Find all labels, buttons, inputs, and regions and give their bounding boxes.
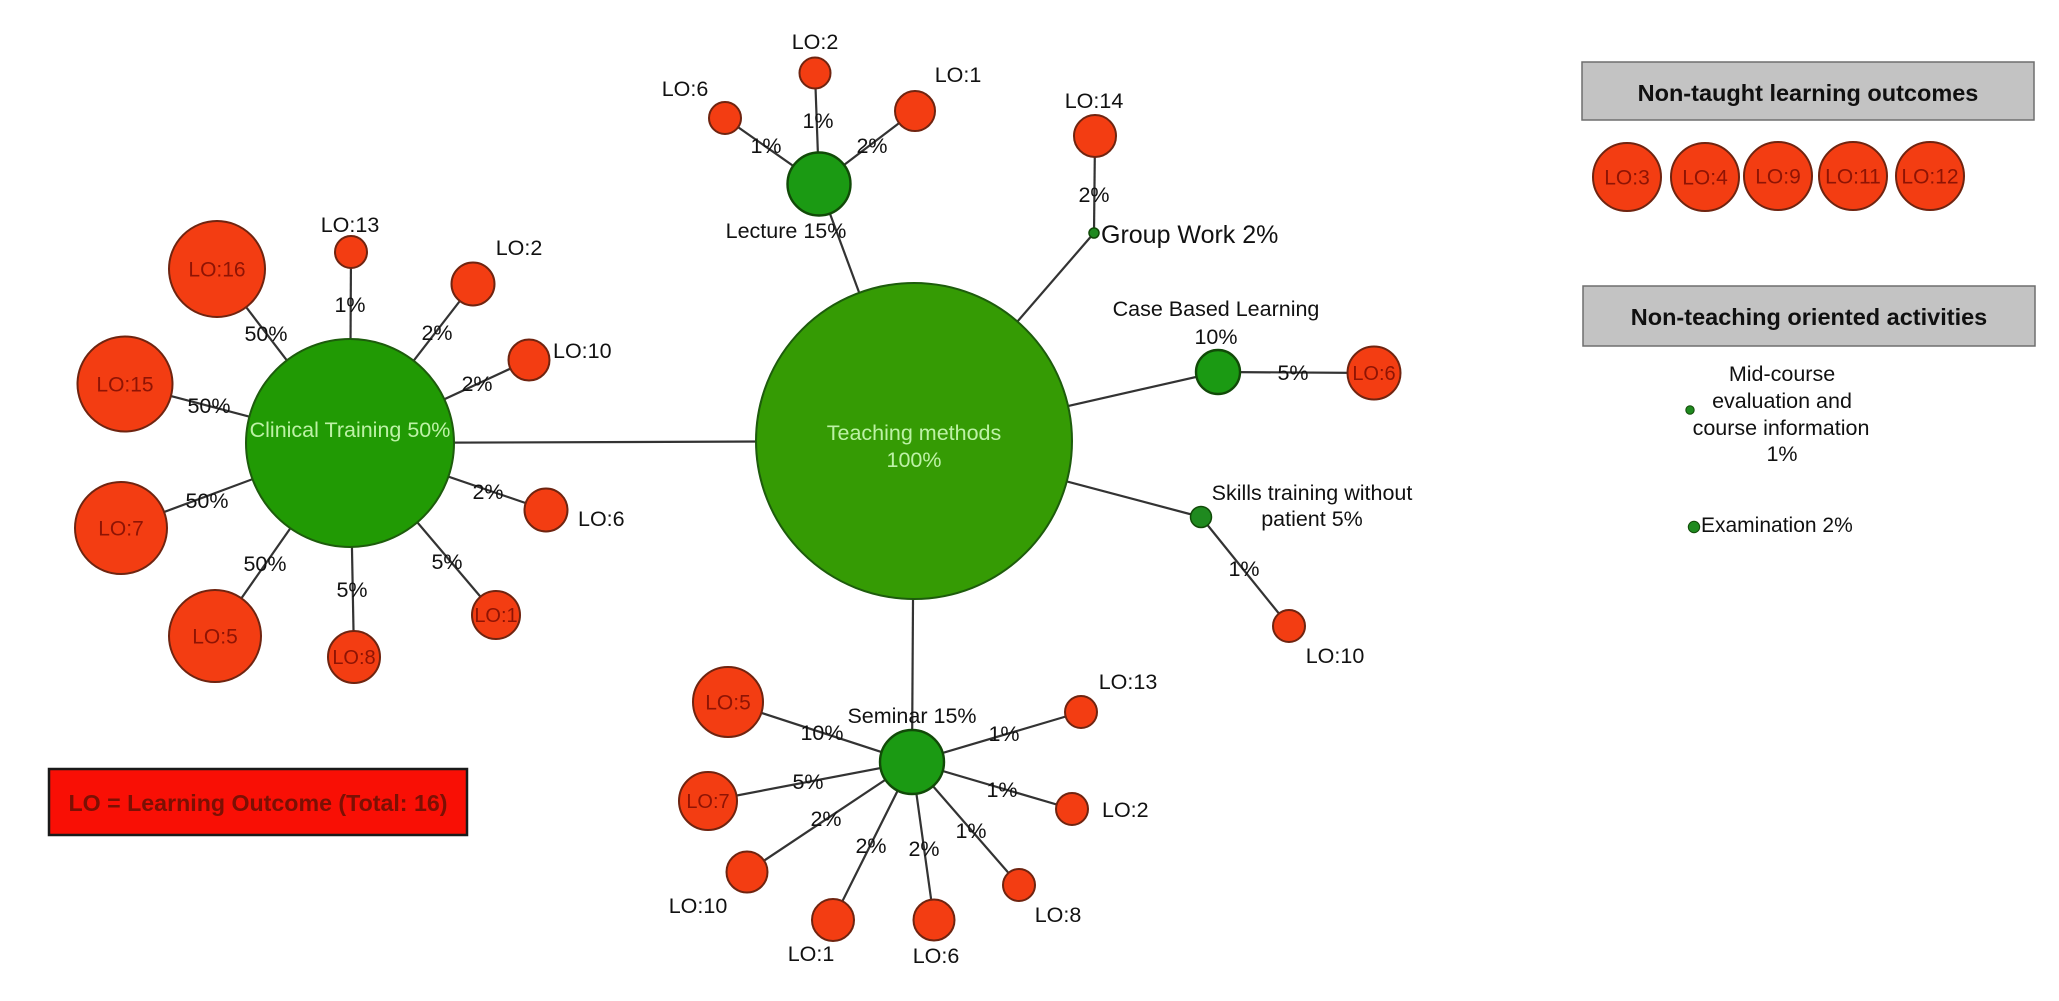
svg-text:LO:9: LO:9: [1755, 165, 1801, 188]
svg-text:Skills training without: Skills training without: [1212, 481, 1413, 505]
svg-text:LO:6: LO:6: [913, 944, 960, 968]
svg-text:10%: 10%: [1194, 325, 1237, 349]
svg-text:LO:1: LO:1: [788, 942, 835, 966]
svg-text:1%: 1%: [750, 134, 781, 158]
svg-text:100%: 100%: [887, 448, 942, 472]
svg-text:Case Based Learning: Case Based Learning: [1113, 297, 1320, 321]
svg-text:50%: 50%: [187, 394, 230, 418]
svg-text:Teaching methods: Teaching methods: [827, 421, 1002, 445]
svg-text:1%: 1%: [334, 293, 365, 317]
svg-text:LO:6: LO:6: [662, 77, 709, 101]
svg-text:10%: 10%: [800, 721, 843, 745]
svg-text:LO:12: LO:12: [1901, 165, 1958, 188]
svg-text:2%: 2%: [472, 480, 503, 504]
svg-text:LO:1: LO:1: [474, 605, 517, 627]
svg-text:LO:2: LO:2: [1102, 798, 1149, 822]
svg-text:50%: 50%: [185, 489, 228, 513]
svg-text:1%: 1%: [1766, 442, 1797, 466]
svg-text:Non-taught learning outcomes: Non-taught learning outcomes: [1638, 80, 1979, 106]
svg-text:5%: 5%: [431, 550, 462, 574]
svg-text:2%: 2%: [461, 372, 492, 396]
svg-text:LO:4: LO:4: [1682, 166, 1728, 189]
svg-text:course information: course information: [1693, 416, 1870, 440]
svg-text:LO:8: LO:8: [1035, 903, 1082, 927]
svg-text:LO:6: LO:6: [578, 507, 625, 531]
svg-text:LO = Learning Outcome (Total:: LO = Learning Outcome (Total: 16): [69, 790, 448, 816]
svg-text:LO:15: LO:15: [96, 373, 153, 396]
svg-text:LO:7: LO:7: [686, 791, 729, 813]
svg-text:2%: 2%: [856, 134, 887, 158]
svg-text:LO:10: LO:10: [669, 894, 728, 918]
svg-text:1%: 1%: [1228, 557, 1259, 581]
svg-text:50%: 50%: [244, 322, 287, 346]
svg-text:5%: 5%: [792, 770, 823, 794]
svg-text:Group Work 2%: Group Work 2%: [1101, 221, 1278, 249]
svg-text:Non-teaching oriented activiti: Non-teaching oriented activities: [1631, 304, 1987, 330]
svg-text:LO:13: LO:13: [321, 213, 380, 237]
svg-text:2%: 2%: [810, 807, 841, 831]
svg-text:LO:2: LO:2: [792, 30, 839, 54]
svg-text:evaluation and: evaluation and: [1712, 389, 1852, 413]
svg-text:2%: 2%: [908, 837, 939, 861]
svg-text:LO:11: LO:11: [1825, 165, 1881, 188]
svg-text:1%: 1%: [802, 109, 833, 133]
svg-text:LO:7: LO:7: [98, 517, 144, 540]
svg-text:LO:10: LO:10: [1306, 644, 1365, 668]
svg-text:5%: 5%: [1277, 361, 1308, 385]
svg-text:LO:5: LO:5: [705, 691, 751, 714]
svg-text:patient 5%: patient 5%: [1261, 507, 1363, 531]
svg-text:1%: 1%: [955, 819, 986, 843]
svg-text:LO:1: LO:1: [935, 63, 982, 87]
svg-text:LO:3: LO:3: [1604, 166, 1650, 189]
svg-text:LO:5: LO:5: [192, 625, 238, 648]
svg-text:1%: 1%: [988, 722, 1019, 746]
svg-text:LO:6: LO:6: [1352, 363, 1395, 385]
svg-text:LO:10: LO:10: [553, 339, 612, 363]
svg-text:LO:16: LO:16: [188, 258, 245, 281]
svg-text:Lecture 15%: Lecture 15%: [726, 219, 847, 243]
svg-text:2%: 2%: [855, 834, 886, 858]
svg-text:Clinical Training 50%: Clinical Training 50%: [250, 418, 451, 442]
svg-text:Seminar 15%: Seminar 15%: [847, 704, 976, 728]
svg-text:5%: 5%: [336, 578, 367, 602]
svg-text:50%: 50%: [243, 552, 286, 576]
svg-text:LO:13: LO:13: [1099, 670, 1158, 694]
svg-text:2%: 2%: [1078, 183, 1109, 207]
svg-text:Mid-course: Mid-course: [1729, 362, 1835, 386]
svg-text:Examination 2%: Examination 2%: [1701, 514, 1853, 537]
svg-text:LO:14: LO:14: [1065, 89, 1124, 113]
svg-text:2%: 2%: [421, 321, 452, 345]
svg-text:LO:2: LO:2: [496, 236, 543, 260]
svg-text:LO:8: LO:8: [332, 647, 375, 669]
svg-text:1%: 1%: [986, 778, 1017, 802]
